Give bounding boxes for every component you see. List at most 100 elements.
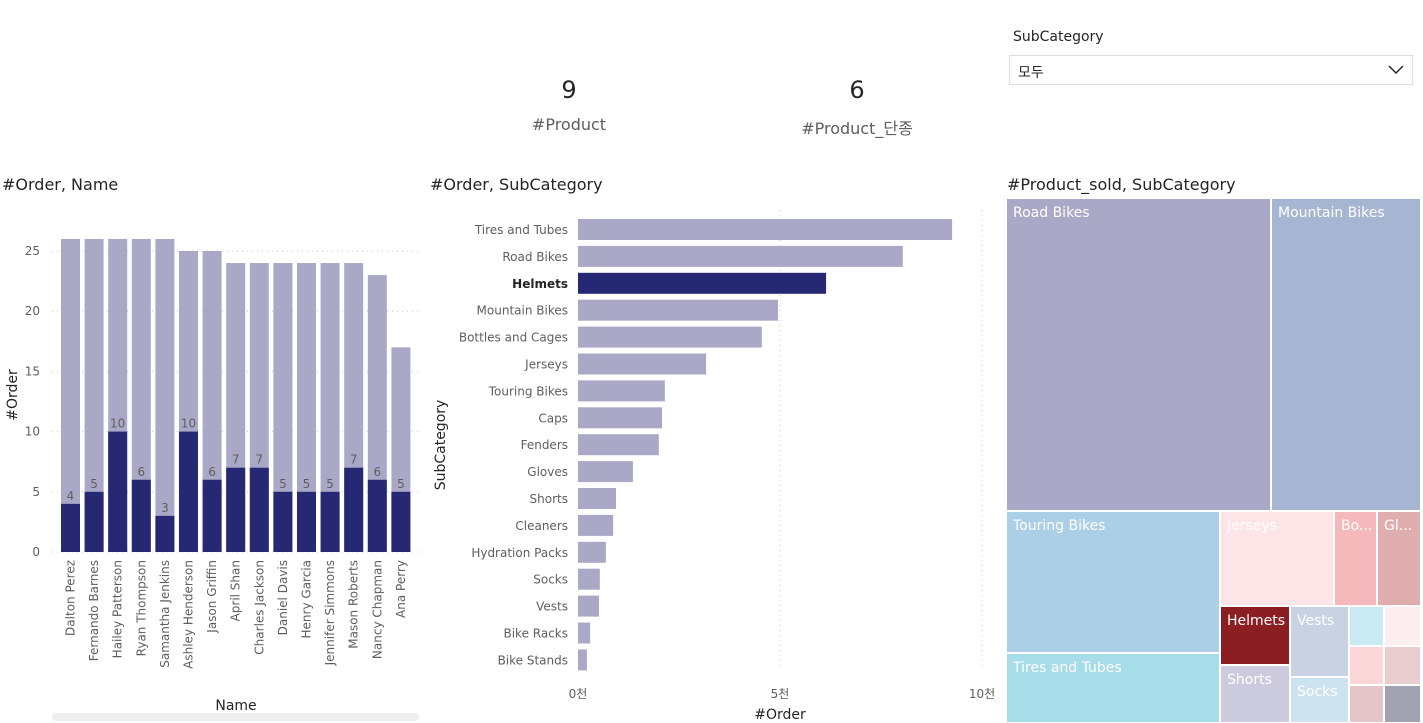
x-axis-title: #Order bbox=[754, 707, 806, 723]
bar bbox=[578, 514, 614, 536]
treemap-tile[interactable]: Mountain Bikes bbox=[1272, 199, 1420, 510]
y-tick-label: 10 bbox=[25, 425, 40, 439]
treemap-tile[interactable]: Tires and Tubes bbox=[1007, 654, 1219, 722]
kpi-product-label: #Product bbox=[531, 115, 607, 134]
bar-highlight bbox=[61, 503, 80, 552]
bar bbox=[578, 380, 665, 402]
y-tick-label: Socks bbox=[533, 573, 568, 587]
bar bbox=[578, 407, 663, 429]
y-tick-label: Caps bbox=[538, 411, 568, 425]
treemap-tile[interactable]: Shorts bbox=[1221, 666, 1289, 722]
bar bbox=[578, 461, 633, 483]
bar-highlight bbox=[155, 515, 175, 552]
x-axis-title: Name bbox=[215, 698, 256, 714]
treemap-tile[interactable] bbox=[1350, 607, 1383, 645]
bar bbox=[578, 488, 616, 509]
kpi-product-value: 9 bbox=[561, 76, 577, 104]
horizontal-scrollbar[interactable] bbox=[52, 713, 419, 721]
bar-highlight bbox=[249, 467, 269, 552]
bar-highlight bbox=[320, 491, 340, 552]
x-tick-label: Jennifer Simmons bbox=[323, 560, 337, 666]
x-tick-label: April Shan bbox=[229, 560, 243, 621]
y-tick-label: Mountain Bikes bbox=[477, 304, 568, 318]
y-tick-label: Fenders bbox=[521, 438, 568, 452]
x-tick-label: Henry Garcia bbox=[300, 560, 314, 638]
bar-total bbox=[202, 251, 222, 552]
x-tick-label: Ana Perry bbox=[394, 560, 408, 618]
chart-title-order-subcategory: #Order, SubCategory bbox=[430, 175, 603, 194]
bar-highlight bbox=[297, 491, 316, 552]
bar-total bbox=[61, 238, 80, 552]
slicer-label: SubCategory bbox=[1013, 29, 1104, 45]
bar-total bbox=[320, 263, 340, 552]
y-tick-label: Bike Stands bbox=[498, 653, 568, 667]
y-tick-label: 5 bbox=[32, 485, 40, 499]
treemap-tile[interactable] bbox=[1350, 686, 1383, 722]
y-tick-label: Cleaners bbox=[515, 519, 568, 533]
order-by-name-chart: 0 5 10 15 20 25 4 Dalton Perez 5 Fernando Barnes 1… bbox=[5, 238, 420, 714]
bar-total bbox=[131, 238, 151, 552]
bar bbox=[578, 568, 600, 590]
treemap-tile[interactable]: Bo... bbox=[1335, 512, 1376, 605]
x-tick-label: Daniel Davis bbox=[276, 560, 290, 635]
y-tick-label: Helmets bbox=[512, 277, 568, 291]
bar-total bbox=[273, 263, 293, 552]
treemap-tile[interactable] bbox=[1385, 686, 1420, 722]
bar bbox=[578, 622, 591, 644]
y-tick-label: Vests bbox=[536, 600, 568, 614]
data-label: 5 bbox=[397, 477, 405, 491]
x-tick-label: Samantha Jenkins bbox=[158, 560, 172, 668]
order-by-subcategory-chart: 0천 5천 10천 Tires and Tubes Road Bikes Helmets M… bbox=[433, 210, 995, 723]
bar bbox=[578, 649, 587, 671]
data-label: 5 bbox=[303, 477, 311, 491]
y-tick-label: Hydration Packs bbox=[471, 546, 568, 560]
data-label: 10 bbox=[181, 417, 196, 431]
treemap-tile[interactable]: Helmets bbox=[1221, 607, 1289, 664]
bar bbox=[578, 353, 707, 375]
data-label: 5 bbox=[279, 477, 287, 491]
data-label: 6 bbox=[373, 465, 381, 479]
x-tick-label: 5천 bbox=[771, 686, 790, 701]
treemap-tile[interactable]: Touring Bikes bbox=[1007, 512, 1219, 652]
bar-highlight bbox=[84, 491, 104, 552]
data-label: 7 bbox=[232, 453, 240, 467]
y-axis-title: SubCategory bbox=[433, 400, 449, 491]
bar-highlight bbox=[131, 479, 151, 552]
bar-highlight bbox=[226, 467, 246, 552]
treemap-tile[interactable]: Gl... bbox=[1378, 512, 1420, 605]
y-tick-label: Gloves bbox=[527, 465, 568, 479]
bar-highlight bbox=[202, 479, 222, 552]
y-tick-label: 15 bbox=[25, 364, 40, 378]
y-tick-label: Bike Racks bbox=[503, 627, 568, 641]
chart-title-product-sold: #Product_sold, SubCategory bbox=[1007, 175, 1236, 194]
x-tick-label: Ryan Thompson bbox=[134, 560, 148, 656]
x-tick-label: Charles Jackson bbox=[252, 560, 266, 655]
treemap-tile[interactable] bbox=[1350, 647, 1383, 684]
subcategory-slicer-dropdown[interactable]: 모두 bbox=[1009, 55, 1413, 85]
treemap-tile[interactable]: Jerseys bbox=[1221, 512, 1333, 605]
treemap-tile[interactable]: Socks bbox=[1291, 678, 1348, 722]
y-tick-label: Bottles and Cages bbox=[459, 331, 568, 345]
bar-highlight bbox=[273, 491, 293, 552]
y-tick-label: 0 bbox=[32, 545, 40, 559]
data-label: 4 bbox=[67, 489, 75, 503]
data-label: 3 bbox=[161, 501, 169, 515]
treemap-tile[interactable] bbox=[1385, 647, 1420, 684]
data-label: 5 bbox=[90, 477, 98, 491]
bar bbox=[578, 219, 953, 240]
treemap-tile[interactable]: Road Bikes bbox=[1007, 199, 1270, 510]
y-axis-title: #Order bbox=[5, 369, 21, 421]
y-tick-label: Shorts bbox=[530, 492, 568, 506]
bar-highlight bbox=[367, 479, 387, 552]
x-tick-label: 0천 bbox=[569, 686, 588, 701]
bar-total bbox=[84, 238, 104, 552]
slicer-value: 모두 bbox=[1018, 65, 1044, 81]
y-tick-label: Touring Bikes bbox=[488, 384, 568, 398]
bar bbox=[578, 595, 600, 617]
treemap-tile[interactable]: Vests bbox=[1291, 607, 1348, 676]
data-label: 5 bbox=[326, 477, 334, 491]
x-tick-label: Nancy Chapman bbox=[370, 560, 384, 659]
y-tick-label: 25 bbox=[25, 244, 40, 258]
treemap-tile[interactable] bbox=[1385, 607, 1420, 645]
y-tick-label: Road Bikes bbox=[502, 250, 568, 264]
